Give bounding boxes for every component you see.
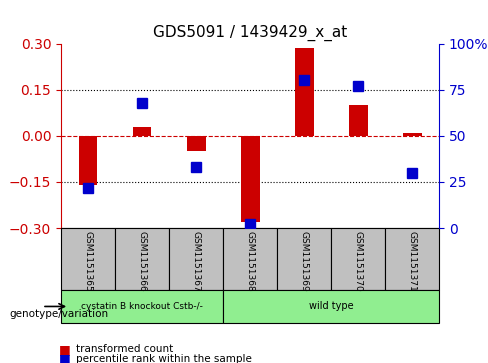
FancyBboxPatch shape [277,228,331,290]
Bar [403,133,422,136]
Text: GSM1151365: GSM1151365 [83,231,93,291]
FancyBboxPatch shape [223,290,439,323]
FancyBboxPatch shape [61,228,115,290]
FancyBboxPatch shape [223,228,277,290]
Text: GSM1151367: GSM1151367 [192,231,201,291]
Text: wild type: wild type [309,301,353,311]
Text: GSM1151369: GSM1151369 [300,231,308,291]
FancyBboxPatch shape [169,228,223,290]
Text: GSM1151368: GSM1151368 [245,231,255,291]
Text: percentile rank within the sample: percentile rank within the sample [76,354,251,363]
Bar [186,136,205,151]
FancyBboxPatch shape [115,228,169,290]
Text: transformed count: transformed count [76,344,173,354]
Text: ■: ■ [59,352,70,363]
Bar [349,105,367,136]
Bar [133,127,151,136]
Bar [295,48,314,136]
Bar [241,136,260,222]
Text: ■: ■ [59,343,70,356]
Text: genotype/variation: genotype/variation [10,309,109,319]
Text: GSM1151366: GSM1151366 [138,231,146,291]
Title: GDS5091 / 1439429_x_at: GDS5091 / 1439429_x_at [153,25,347,41]
Text: cystatin B knockout Cstb-/-: cystatin B knockout Cstb-/- [81,302,203,311]
FancyBboxPatch shape [385,228,439,290]
FancyBboxPatch shape [331,228,385,290]
FancyBboxPatch shape [61,290,223,323]
Text: GSM1151371: GSM1151371 [407,231,417,291]
Bar [79,136,98,185]
Text: GSM1151370: GSM1151370 [354,231,363,291]
